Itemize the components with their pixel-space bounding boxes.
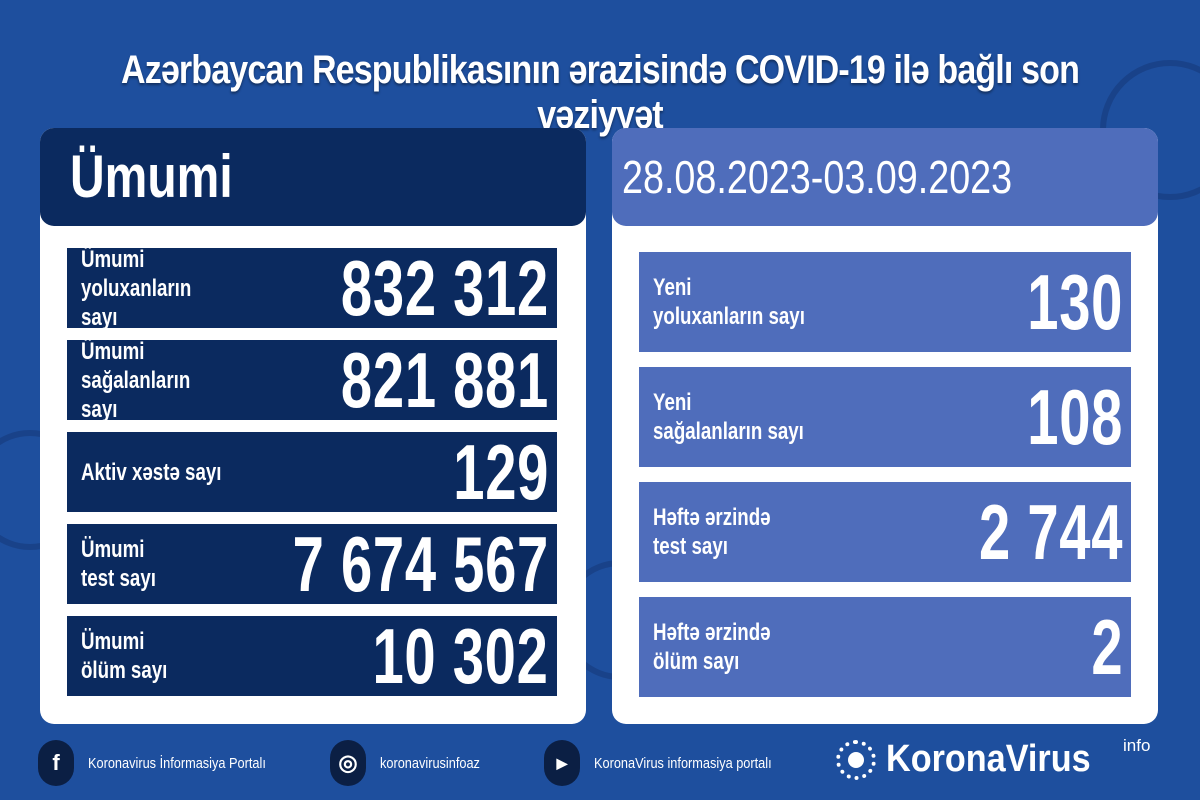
instagram-link[interactable]: koronavirusinfoaz: [380, 754, 480, 772]
total-header: Ümumi: [40, 128, 586, 226]
stat-row: Həftə ərzində ölüm sayı 2: [639, 597, 1131, 697]
youtube-link[interactable]: KoronaVirus informasiya portalı: [594, 754, 772, 772]
instagram-icon[interactable]: ◎: [330, 740, 366, 786]
sun-virus-icon: [836, 739, 876, 780]
stat-row: Həftə ərzində test sayı 2 744: [639, 482, 1131, 582]
facebook-icon[interactable]: f: [38, 740, 74, 786]
brand-sup: info: [1123, 736, 1151, 755]
brand-name: KoronaVirus: [886, 738, 1091, 780]
stat-row: Yeni sağalanların sayı 108: [639, 367, 1131, 467]
stat-row: Ümumi test sayı 7 674 567: [67, 520, 557, 608]
date-range-header: 28.08.2023-03.09.2023: [612, 128, 1158, 226]
stat-row: Ümumi sağalanların sayı 821 881: [67, 336, 557, 424]
weekly-panel: 28.08.2023-03.09.2023 Yeni yoluxanların …: [612, 128, 1158, 724]
total-panel: Ümumi Ümumi yoluxanların sayı 832 312 Ümu…: [40, 128, 586, 724]
koronavirus-logo: KoronaVirus info: [836, 736, 1150, 781]
page-title: Azərbaycan Respublikasının ərazisində CO…: [121, 48, 1080, 137]
footer-links: f Koronavirus İnformasiya Portalı ◎ koro…: [38, 740, 803, 786]
stat-row: Ümumi yoluxanların sayı 832 312: [67, 244, 557, 332]
stat-row: Yeni yoluxanların sayı 130: [639, 252, 1131, 352]
stat-row: Ümumi ölüm sayı 10 302: [67, 612, 557, 700]
facebook-link[interactable]: Koronavirus İnformasiya Portalı: [88, 754, 266, 772]
youtube-icon[interactable]: ▶: [544, 740, 580, 786]
stat-row: Aktiv xəstə sayı 129: [67, 428, 557, 516]
